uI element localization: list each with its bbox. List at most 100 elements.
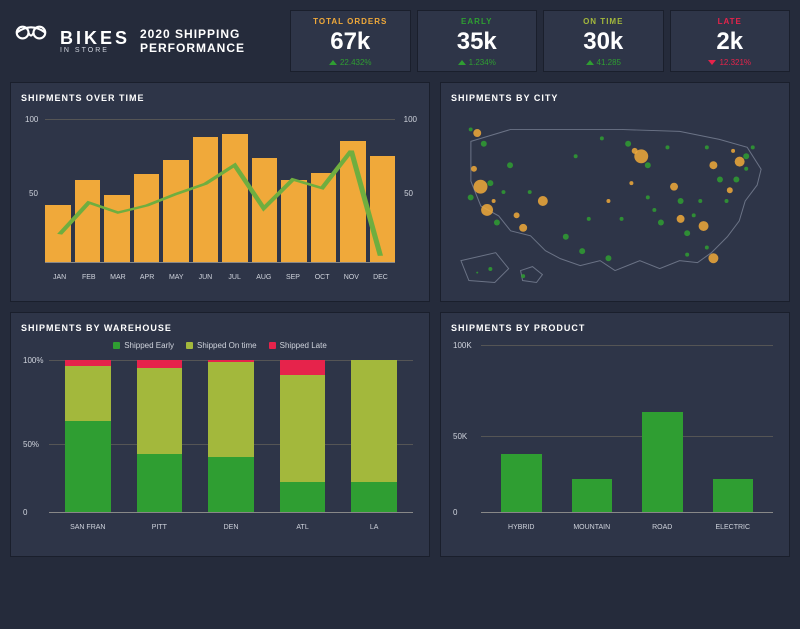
city-bubble [645,162,651,168]
shipments-over-time-chart: 100 50 100 50 JANFEBMARAPRMAYJUNJULAUGSE… [45,111,395,281]
city-bubble [574,154,578,158]
kpi-card: TOTAL ORDERS67k22.432% [290,10,411,72]
panel-title: SHIPMENTS BY CITY [451,93,779,103]
city-bubble [743,153,749,159]
city-bubble [717,177,723,183]
product-label: HYBRID [501,524,542,531]
panel-shipments-by-city: SHIPMENTS BY CITY [440,82,790,302]
city-bubble [501,190,505,194]
wh-labels: SAN FRANPITTDENATLLA [49,524,413,531]
logo-text-sub: IN STORE [60,47,130,54]
city-bubble [521,274,525,278]
warehouse-segment-early [208,457,254,512]
warehouse-segment-early [65,421,111,512]
city-bubble [481,141,487,147]
city-bubble [494,219,500,225]
city-bubble [677,215,685,223]
month-label: MAY [162,274,191,281]
kpi-card: LATE2k12.321% [670,10,791,72]
kpi-card: ON TIME30k41.285 [543,10,664,72]
city-bubble [629,181,633,185]
city-bubble [538,196,548,206]
product-chart: 100K 50K 0 HYBRIDMOUNTAINROADELECTRIC [481,341,773,531]
city-bubble [514,212,520,218]
month-label: JAN [45,274,74,281]
city-bubble [678,198,684,204]
product-label: ROAD [642,524,683,531]
city-bubble [698,199,702,203]
city-bubble [665,145,669,149]
warehouse-segment-ontime [208,362,254,458]
product-bar [501,454,542,512]
city-bubble [699,221,709,231]
kpi-value: 67k [330,28,370,56]
shipments-by-city-map [451,111,779,291]
month-label: SEP [278,274,307,281]
city-bubble [579,248,585,254]
kpi-change: 1.234% [458,58,496,67]
city-bubble [487,180,493,186]
city-bubble [528,190,532,194]
city-bubble [709,161,717,169]
us-map-svg [451,111,779,291]
product-label: MOUNTAIN [572,524,613,531]
panel-title: SHIPMENTS OVER TIME [21,93,419,103]
city-bubble [488,267,492,271]
legend-swatch [113,342,120,349]
city-bubble [474,180,488,194]
pr-y-100k: 100K [453,341,472,350]
panel-shipments-by-warehouse: SHIPMENTS BY WAREHOUSE Shipped EarlyShip… [10,312,430,557]
product-bar [572,479,613,512]
month-label: DEC [366,274,395,281]
city-bubble [471,166,477,172]
dashboard-grid: SHIPMENTS OVER TIME 100 50 100 50 JANFEB… [10,82,790,557]
warehouse-label: DEN [208,524,254,531]
city-bubble [634,149,648,163]
city-bubble [625,141,631,147]
month-label: JUL [220,274,249,281]
page-title: 2020 SHIPPING PERFORMANCE [140,27,280,55]
wh-y-50: 50% [23,440,39,449]
panel-shipments-by-product: SHIPMENTS BY PRODUCT 100K 50K 0 HYBRIDMO… [440,312,790,557]
city-bubble [652,208,656,212]
city-bubble [519,224,527,232]
pr-labels: HYBRID MOUNTAIN ROAD ELECTRIC [481,524,773,531]
logo-icon [10,11,52,71]
warehouse-label: ATL [280,524,326,531]
city-bubble [731,149,735,153]
warehouse-bar [280,360,326,512]
city-bubble [587,217,591,221]
warehouse-bar [65,360,111,512]
month-label: OCT [308,274,337,281]
kpi-label: ON TIME [583,17,623,26]
city-bubble [733,177,739,183]
city-bubble [684,230,690,236]
wh-y-0: 0 [23,508,27,517]
warehouse-bar [351,360,397,512]
warehouse-segment-early [280,482,326,512]
city-bubble [507,162,513,168]
city-bubble [705,246,709,250]
wh-y-100: 100% [23,356,43,365]
trend-up-icon [586,60,594,65]
pr-bars [481,345,773,513]
trend-down-icon [708,60,716,65]
month-label: JUN [191,274,220,281]
sot-months: JANFEBMARAPRMAYJUNJULAUGSEPOCTNOVDEC [45,274,395,281]
panel-title: SHIPMENTS BY PRODUCT [451,323,779,333]
sot-line [45,119,395,263]
month-label: FEB [74,274,103,281]
city-bubble [600,136,604,140]
month-label: NOV [337,274,366,281]
legend-item: Shipped Late [269,341,327,350]
yaxis-right-50: 50 [404,189,413,198]
city-bubble [605,255,611,261]
wh-bars [49,360,413,513]
product-label: ELECTRIC [713,524,754,531]
city-bubble [476,272,478,274]
trend-up-icon [329,60,337,65]
city-bubble [473,129,481,137]
yaxis-right-100: 100 [404,115,417,124]
city-bubble [744,167,748,171]
kpi-row: TOTAL ORDERS67k22.432%EARLY35k1.234%ON T… [290,10,790,72]
